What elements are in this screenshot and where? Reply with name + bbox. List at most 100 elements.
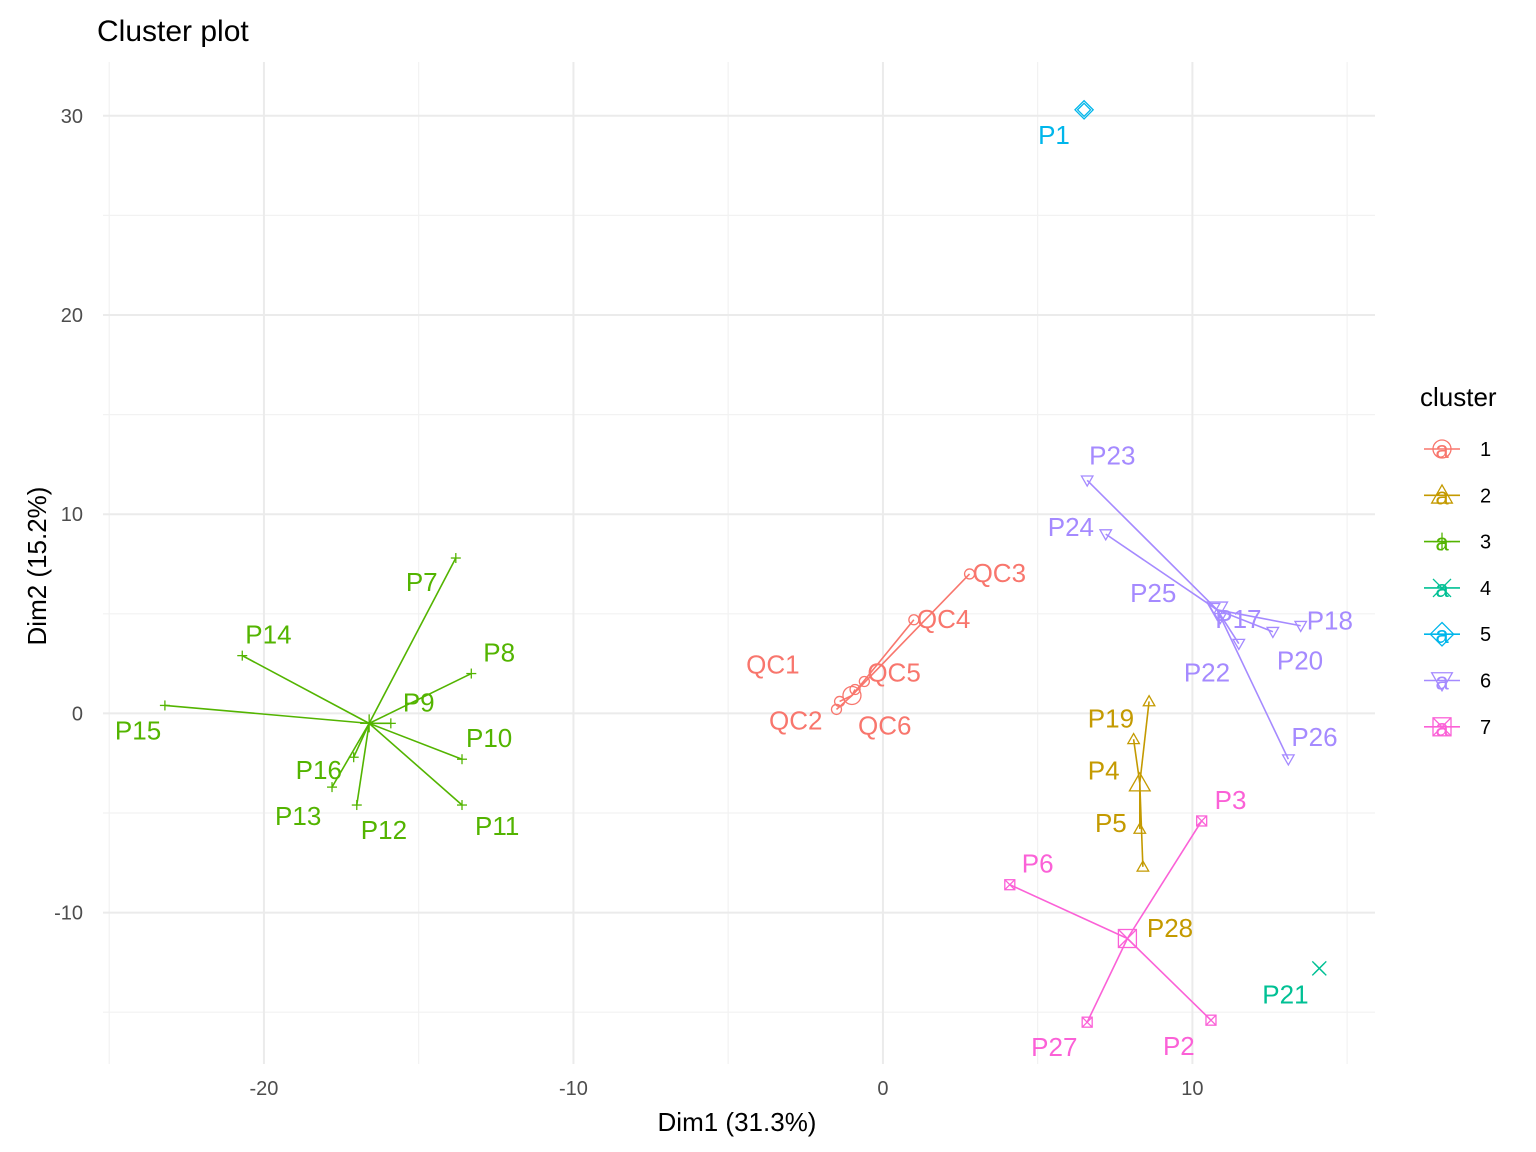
cluster-7-segment xyxy=(1126,820,1203,939)
y-tick-label: 20 xyxy=(61,305,83,327)
y-tick-label: -10 xyxy=(54,903,83,925)
legend-key-marker-2 xyxy=(1430,483,1454,504)
label-p20: P20 xyxy=(1277,646,1323,676)
label-p18: P18 xyxy=(1307,606,1353,636)
cluster-3-segment xyxy=(241,654,370,725)
legend-key-glyph-4: a xyxy=(1435,576,1449,603)
centroid-cluster-4 xyxy=(1311,960,1327,976)
point-p12 xyxy=(351,800,362,811)
cluster-3-segment xyxy=(331,722,370,788)
y-tick-label: 0 xyxy=(72,703,83,725)
legend-key-glyph-5: a xyxy=(1435,622,1449,649)
cluster-6-segment xyxy=(1086,479,1218,611)
point-qc3 xyxy=(963,568,976,580)
point-p10 xyxy=(457,754,468,765)
label-p24: P24 xyxy=(1048,512,1094,542)
label-p21: P21 xyxy=(1262,979,1308,1009)
label-qc3: QC3 xyxy=(973,558,1026,588)
legend-key-marker-4 xyxy=(1432,578,1452,598)
point-p11 xyxy=(457,800,468,811)
y-tick-label: 30 xyxy=(61,106,83,128)
point-p1 xyxy=(1076,102,1092,118)
legend-label-4: 4 xyxy=(1480,578,1491,600)
legend-label-7: 7 xyxy=(1480,717,1491,739)
legend-key-marker-5 xyxy=(1429,621,1455,647)
point-p20 xyxy=(1265,626,1280,639)
point-p13 xyxy=(327,782,338,793)
label-qc1: QC1 xyxy=(746,649,799,679)
point-p16 xyxy=(348,752,359,763)
cluster-3-segment xyxy=(164,704,370,725)
label-p10: P10 xyxy=(466,723,512,753)
label-p27: P27 xyxy=(1031,1032,1077,1062)
legend-key-glyph-7: a xyxy=(1435,715,1449,742)
cluster-6-segment xyxy=(1216,609,1240,645)
centroid-cluster-6 xyxy=(1205,601,1229,622)
label-p13: P13 xyxy=(275,801,321,831)
point-p2 xyxy=(1205,1014,1217,1026)
label-p16: P16 xyxy=(296,755,342,785)
label-qc5: QC5 xyxy=(867,658,920,688)
legend-key-glyph-3: a xyxy=(1435,530,1449,557)
point-qc5 xyxy=(858,675,870,688)
label-p14: P14 xyxy=(245,620,291,650)
centroid-cluster-5 xyxy=(1074,99,1095,120)
cluster-3-segment xyxy=(368,722,463,806)
centroid-cluster-2 xyxy=(1128,771,1152,792)
legend-label-1: 1 xyxy=(1480,439,1491,461)
centroid-cluster-3 xyxy=(360,714,379,733)
legend-label-5: 5 xyxy=(1480,624,1491,646)
legend-key-marker-3 xyxy=(1433,532,1451,551)
point-p18 xyxy=(1293,620,1308,633)
cluster-3-segment xyxy=(352,723,370,758)
label-p15: P15 xyxy=(115,715,161,745)
x-tick-label: -20 xyxy=(249,1078,278,1100)
label-qc6: QC6 xyxy=(858,710,911,740)
label-p26: P26 xyxy=(1291,722,1337,752)
cluster-6-segment xyxy=(1217,609,1301,627)
point-qc2 xyxy=(830,703,843,716)
point-p27 xyxy=(1081,1016,1093,1028)
label-p4: P4 xyxy=(1088,755,1120,785)
point-p9 xyxy=(385,718,396,729)
cluster-7-segment xyxy=(1126,937,1212,1021)
point-p26 xyxy=(1281,754,1296,767)
cluster-3-segment xyxy=(355,723,370,806)
legend-title: cluster xyxy=(1420,382,1497,412)
legend: cluster a 1 a 2 a 3 a 4 a 5 a 6 a 7 xyxy=(1420,382,1497,742)
point-p3 xyxy=(1196,815,1208,827)
point-p8 xyxy=(466,668,477,679)
label-p25: P25 xyxy=(1130,578,1176,608)
axes: -20 -10 0 10 -10 0 10 20 30 xyxy=(54,106,1203,1100)
point-p5 xyxy=(1132,821,1147,834)
label-p1: P1 xyxy=(1038,120,1070,150)
legend-label-3: 3 xyxy=(1480,532,1491,554)
cluster-2-segment xyxy=(1132,739,1141,784)
label-p19: P19 xyxy=(1088,703,1134,733)
point-p7 xyxy=(450,553,461,564)
cluster-points xyxy=(159,99,1327,1028)
legend-key-marker-1 xyxy=(1432,439,1452,459)
legend-key-marker-6 xyxy=(1430,672,1454,693)
cluster-1-segment xyxy=(851,573,971,697)
label-p7: P7 xyxy=(406,567,438,597)
legend-label-2: 2 xyxy=(1480,485,1491,507)
cluster-3-segment xyxy=(368,672,472,725)
cluster-3-segment xyxy=(368,557,457,724)
legend-key-marker-7 xyxy=(1432,717,1452,737)
legend-key-glyph-6: a xyxy=(1435,669,1449,696)
y-tick-label: 10 xyxy=(61,504,83,526)
label-p23: P23 xyxy=(1089,440,1135,470)
label-p28: P28 xyxy=(1147,913,1193,943)
label-p8: P8 xyxy=(483,638,515,668)
label-qc4: QC4 xyxy=(917,604,970,634)
label-p6: P6 xyxy=(1022,849,1054,879)
point-qc6 xyxy=(849,683,861,696)
legend-key-glyph-1: a xyxy=(1435,437,1449,464)
label-p17: P17 xyxy=(1215,604,1261,634)
x-axis-title: Dim1 (31.3%) xyxy=(658,1107,817,1137)
label-p9: P9 xyxy=(403,687,435,717)
point-p14 xyxy=(237,650,248,661)
point-p22 xyxy=(1231,638,1246,651)
